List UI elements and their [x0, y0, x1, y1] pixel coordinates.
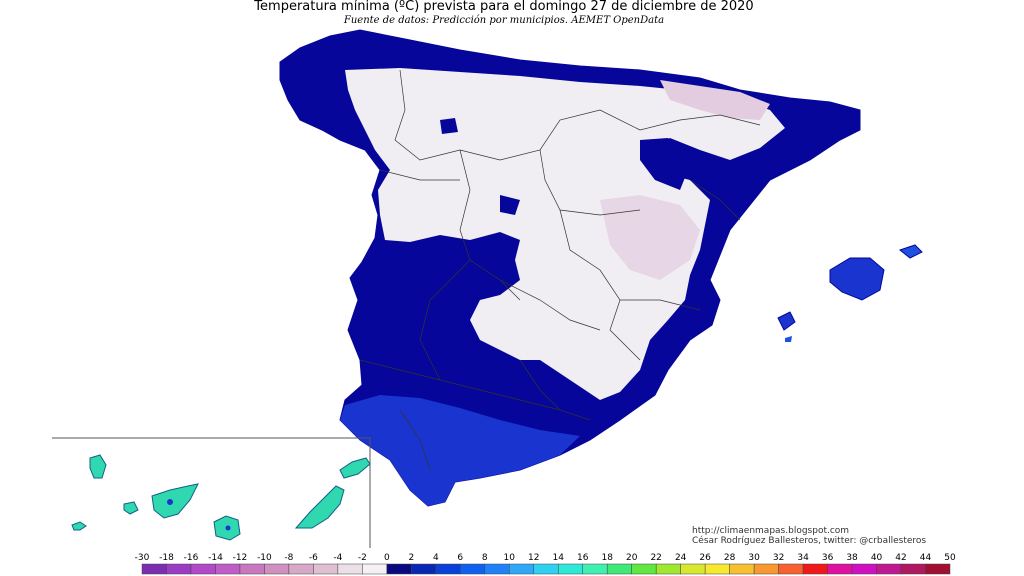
legend-tick-label: -12 [233, 553, 248, 563]
canary-inset-frame [52, 437, 371, 548]
south-region [340, 395, 580, 506]
el-hierro [71, 521, 87, 531]
la-gomera [123, 501, 139, 515]
legend-swatch [753, 563, 779, 575]
legend-tick-label: 24 [675, 553, 687, 563]
formentera [785, 336, 792, 342]
credit-author: César Rodríguez Ballesteros, twitter: @c… [692, 536, 927, 546]
tenerife [151, 483, 199, 519]
legend-tick-label: 26 [699, 553, 711, 563]
lanzarote [339, 457, 371, 479]
fuerteventura [294, 485, 345, 529]
map-subtitle: Fuente de datos: Predicción por municipi… [343, 15, 665, 26]
menorca [898, 244, 923, 259]
legend-swatch [778, 563, 804, 575]
teide-peak-marker [167, 499, 173, 505]
legend-tick-label: -30 [135, 553, 150, 563]
legend-swatch [802, 563, 828, 575]
gc-peak-marker [225, 525, 231, 531]
legend-swatch [680, 563, 706, 575]
legend-tick-label: 18 [601, 553, 613, 563]
legend-swatch [655, 563, 681, 575]
legend-swatch [704, 563, 730, 575]
legend-swatch [435, 563, 461, 575]
legend-swatch [386, 563, 412, 575]
legend-swatch [362, 563, 388, 575]
legend-tick-label: 12 [528, 553, 539, 563]
legend-tick-label: 16 [577, 553, 589, 563]
legend-tick-label: 34 [797, 553, 809, 563]
legend-tick-label: 22 [650, 553, 661, 563]
legend-tick-label: 30 [748, 553, 760, 563]
legend-swatch [288, 563, 314, 575]
legend-swatch [190, 563, 216, 575]
cold-patch-1 [640, 138, 690, 190]
legend-swatch [484, 563, 510, 575]
legend-tick-label: -6 [309, 553, 318, 563]
legend-swatch [533, 563, 559, 575]
legend-tick-label: 20 [626, 553, 638, 563]
legend-swatch [557, 563, 583, 575]
legend-tick-label: 10 [504, 553, 516, 563]
legend-tick-label: 2 [408, 553, 414, 563]
color-legend: -30 -18 -16 -14 -12 -10 -8 -6 -4 -2 0 2 4 6 8 10 12 14 16 1… [135, 553, 956, 575]
region-borders [359, 69, 761, 471]
legend-swatch [606, 563, 632, 575]
la-palma [89, 454, 107, 479]
legend-tick-label: -16 [184, 553, 199, 563]
legend-tick-label: 6 [457, 553, 463, 563]
legend-tick-label: 44 [920, 553, 932, 563]
legend-swatch [900, 563, 926, 575]
legend-tick-label: 38 [846, 553, 858, 563]
legend-swatch [313, 563, 339, 575]
legend-tick-label: -18 [159, 553, 174, 563]
legend-tick-label: -8 [284, 553, 293, 563]
legend-swatch [215, 563, 241, 575]
legend-swatch [729, 563, 755, 575]
canary-islands [71, 454, 371, 541]
legend-swatch [460, 563, 486, 575]
legend-tick-label: 32 [773, 553, 784, 563]
legend-swatch [925, 563, 951, 575]
legend-tick-label: 28 [724, 553, 736, 563]
legend-swatch [411, 563, 437, 575]
legend-swatch [631, 563, 657, 575]
pyrenees-patch [660, 80, 770, 120]
legend-tick-label: -10 [257, 553, 272, 563]
legend-tick-label: 42 [895, 553, 906, 563]
legend-tick-label: 8 [482, 553, 488, 563]
temperature-map [52, 29, 923, 548]
legend-swatch [141, 563, 167, 575]
legend-swatch [827, 563, 853, 575]
legend-swatch [239, 563, 265, 575]
map-title: Temperatura mínima (ºC) prevista para el… [254, 0, 754, 14]
legend-swatch [851, 563, 877, 575]
legend-tick-label: 14 [553, 553, 565, 563]
mallorca [829, 257, 885, 301]
legend-swatch [582, 563, 608, 575]
legend-swatch [166, 563, 192, 575]
legend-swatch [509, 563, 535, 575]
cold-patch-2 [500, 195, 520, 215]
credit-url: http://climaenmapas.blogspot.com [692, 526, 850, 536]
legend-tick-label: -2 [358, 553, 367, 563]
legend-tick-label: 0 [384, 553, 390, 563]
legend-tick-label: 4 [433, 553, 439, 563]
ibiza [777, 311, 796, 331]
cold-patch-3 [440, 118, 458, 134]
legend-tick-label: -14 [208, 553, 223, 563]
legend-swatch [264, 563, 290, 575]
legend-tick-label: 36 [822, 553, 834, 563]
legend-tick-label: 50 [944, 553, 956, 563]
legend-tick-label: 40 [871, 553, 883, 563]
legend-tick-label: -4 [333, 553, 342, 563]
iberian-system-patch [600, 195, 700, 280]
legend-swatch [337, 563, 363, 575]
legend-swatch [876, 563, 902, 575]
